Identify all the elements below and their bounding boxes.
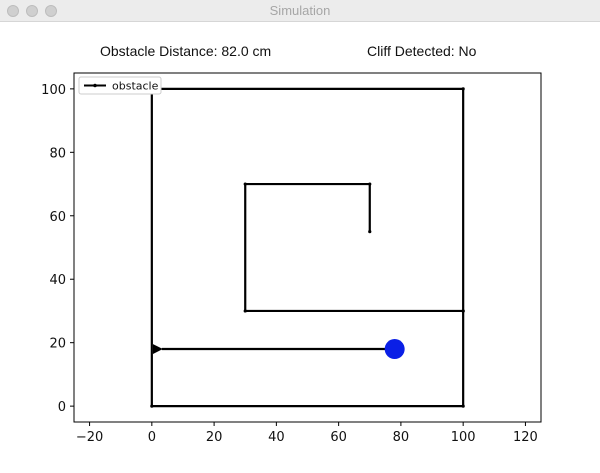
x-tick-label: 20 — [206, 430, 223, 445]
legend-marker-swatch — [93, 83, 97, 88]
y-tick-label: 80 — [49, 146, 66, 161]
x-tick-label: 0 — [148, 430, 156, 445]
legend-label-obstacle: obstacle — [112, 80, 159, 93]
obstacle-vertex-point — [461, 309, 465, 313]
obstacle-vertex-point — [461, 87, 465, 91]
x-tick-label: 40 — [268, 430, 285, 445]
obstacle-vertex-point — [461, 404, 465, 408]
plot-legend: obstacle — [78, 76, 162, 95]
window-titlebar: Simulation — [0, 0, 600, 22]
simulation-plot: −20 0 20 40 60 80 100 120 0 20 40 60 80 100 obstacle — [41, 72, 542, 445]
plot-axes: −20 0 20 40 60 80 100 120 0 20 40 60 80 100 — [41, 72, 542, 445]
window-title: Simulation — [269, 3, 331, 18]
robot-marker — [384, 339, 405, 360]
x-tick-label: −20 — [76, 430, 103, 445]
obstacle-distance-readout: Obstacle Distance: 82.0 cm — [100, 43, 272, 59]
y-tick-label: 60 — [49, 210, 66, 225]
zoom-window-button[interactable] — [45, 5, 57, 17]
y-tick-label: 100 — [41, 83, 66, 98]
x-tick-label: 120 — [513, 430, 538, 445]
cliff-detected-readout: Cliff Detected: No — [367, 43, 477, 59]
x-tick-label: 100 — [451, 430, 476, 445]
obstacle-vertex-point — [368, 230, 372, 234]
y-tick-label: 40 — [49, 273, 66, 288]
y-tick-label: 20 — [49, 337, 66, 352]
obstacle-vertex-point — [243, 182, 247, 186]
x-tick-label: 60 — [330, 430, 347, 445]
obstacle-vertex-point — [150, 404, 154, 408]
obstacle-wall-line — [150, 87, 465, 408]
obstacle-vertex-point — [243, 309, 247, 313]
y-tick-label: 0 — [58, 400, 66, 415]
plot-frame — [73, 72, 542, 423]
plot-series — [150, 87, 465, 408]
legend-box — [78, 76, 162, 95]
minimize-window-button[interactable] — [26, 5, 38, 17]
obstacle-vertex-point — [368, 182, 372, 186]
close-window-button[interactable] — [7, 5, 19, 17]
x-tick-label: 80 — [393, 430, 410, 445]
